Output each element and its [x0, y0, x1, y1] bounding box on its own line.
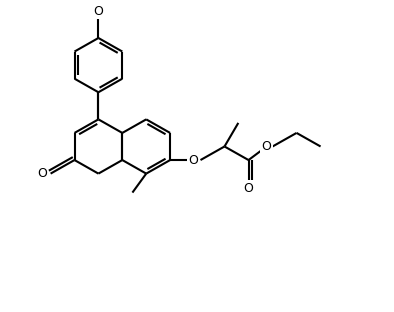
- Text: O: O: [243, 182, 253, 195]
- Text: O: O: [93, 5, 103, 18]
- Text: O: O: [189, 154, 199, 167]
- Text: O: O: [262, 140, 271, 153]
- Text: O: O: [37, 167, 46, 180]
